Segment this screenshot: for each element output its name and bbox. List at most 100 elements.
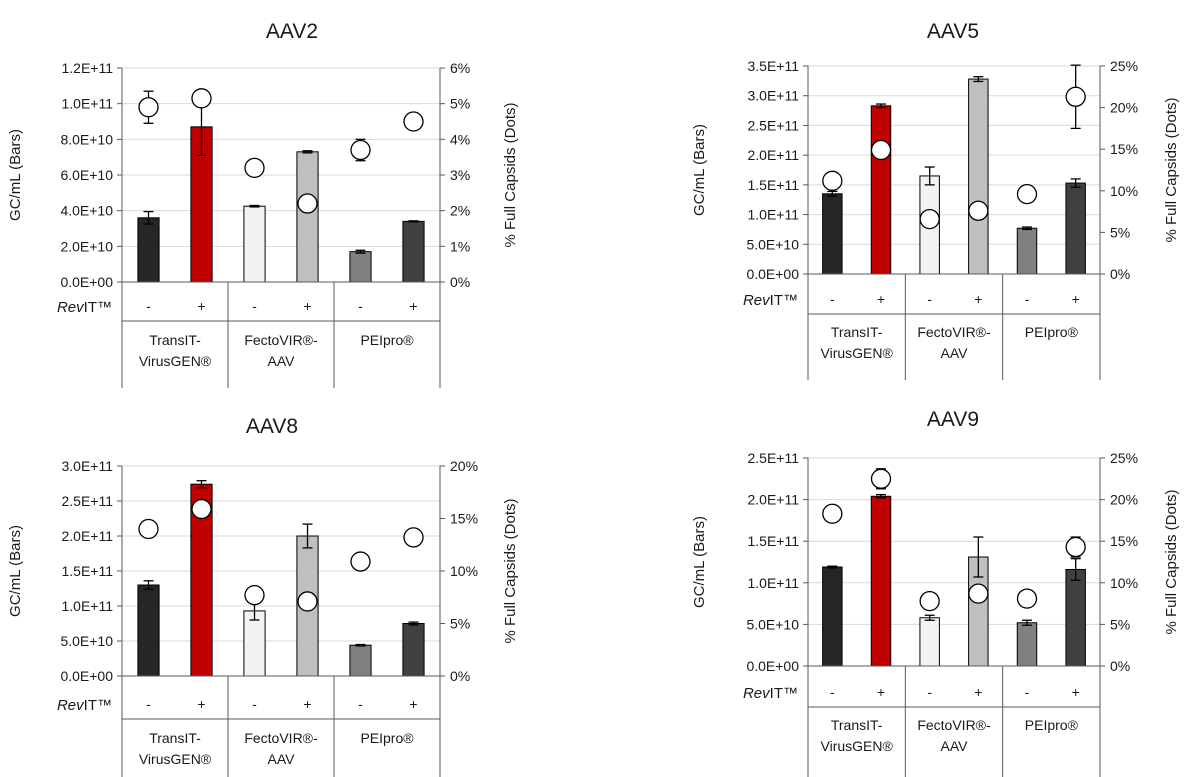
y2-tick-label: 0% <box>1110 266 1130 282</box>
y-tick-label: 1.0E+11 <box>747 207 799 223</box>
y2-tick-label: 2% <box>450 203 470 219</box>
group-label-line: TransIT- <box>149 730 201 746</box>
y-tick-label: 1.0E+11 <box>747 575 799 591</box>
group-label: FectoVIR®- AAV <box>244 332 318 369</box>
y-tick-label: 2.5E+11 <box>747 117 799 133</box>
row-label-revit: RevIT™ <box>57 299 112 316</box>
chart-title: AAV5 <box>927 20 979 43</box>
bar <box>296 151 319 283</box>
row-label-rest: IT™ <box>770 685 798 702</box>
group-label-line: VirusGEN® <box>821 345 894 361</box>
y-tick-label: 6.0E+10 <box>60 167 113 183</box>
y2-axis-label: % Full Capsids (Dots) <box>1163 97 1180 242</box>
group-label: PEIpro® <box>360 332 414 348</box>
full-capsid-dot <box>244 157 265 179</box>
group-label-line: AAV <box>941 345 969 361</box>
category-label: - <box>830 684 835 700</box>
y-tick-label: 0.0E+00 <box>60 274 113 290</box>
category-label: - <box>252 298 257 314</box>
y2-tick-label: 0% <box>1110 658 1130 674</box>
category-label: - <box>146 298 151 314</box>
category-label: + <box>1072 684 1080 700</box>
category-label: + <box>303 696 311 712</box>
group-label-line: VirusGEN® <box>821 738 894 754</box>
row-label-rest: IT™ <box>770 292 798 309</box>
category-label: - <box>358 298 363 314</box>
bar <box>870 495 892 667</box>
category-label: + <box>877 291 885 307</box>
full-capsid-dot <box>191 88 212 109</box>
y-tick-label: 1.2E+11 <box>61 60 113 76</box>
full-capsid-dot <box>919 590 940 612</box>
full-capsid-dot <box>297 591 318 612</box>
y-tick-label: 3.0E+11 <box>61 458 113 474</box>
full-capsid-dot <box>350 551 371 572</box>
category-label: + <box>303 298 311 314</box>
y2-tick-label: 5% <box>1110 616 1130 632</box>
group-label-line: VirusGEN® <box>139 353 212 369</box>
full-capsid-dot <box>968 200 989 221</box>
y2-tick-label: 25% <box>1110 58 1138 74</box>
y2-tick-label: 5% <box>450 616 470 632</box>
category-label: - <box>358 696 363 712</box>
y-tick-label: 1.0E+11 <box>61 598 113 614</box>
y2-tick-label: 20% <box>450 458 478 474</box>
full-capsid-dot <box>403 111 424 132</box>
bar <box>968 78 989 275</box>
full-capsid-dot <box>822 503 843 524</box>
full-capsid-dot <box>350 139 371 161</box>
full-capsid-dot <box>870 468 892 489</box>
bar <box>243 205 266 283</box>
full-capsid-dot <box>403 527 424 548</box>
y-tick-label: 0.0E+00 <box>60 668 113 684</box>
group-label-line: TransIT- <box>149 332 201 348</box>
y-axis-label: GC/mL (Bars) <box>691 124 708 216</box>
y-tick-label: 2.5E+11 <box>747 450 799 466</box>
y-tick-label: 5.0E+10 <box>746 236 799 252</box>
chart-title: AAV8 <box>246 415 298 438</box>
chart-title: AAV2 <box>266 20 318 43</box>
y2-tick-label: 10% <box>1110 575 1138 591</box>
y-tick-label: 2.0E+11 <box>747 492 799 508</box>
category-label: - <box>252 696 257 712</box>
y2-tick-label: 0% <box>450 274 470 290</box>
y-tick-label: 5.0E+10 <box>746 616 799 632</box>
bar <box>402 220 425 283</box>
y2-tick-label: 1% <box>450 238 470 254</box>
group-label-line: FectoVIR®- <box>244 730 318 746</box>
category-label: - <box>1025 291 1030 307</box>
group-label-line: TransIT- <box>831 717 883 733</box>
y-tick-label: 3.0E+11 <box>747 88 799 104</box>
y2-tick-label: 5% <box>450 96 470 112</box>
y-tick-label: 2.0E+11 <box>747 147 799 163</box>
y2-tick-label: 10% <box>450 563 478 579</box>
y2-tick-label: 5% <box>1110 224 1130 240</box>
y-tick-label: 4.0E+10 <box>60 203 113 219</box>
full-capsid-dot <box>822 170 843 191</box>
full-capsid-dot <box>138 518 159 540</box>
bar <box>1016 622 1038 667</box>
y2-tick-label: 4% <box>450 131 470 147</box>
group-label-line: AAV <box>941 738 969 754</box>
y2-tick-label: 10% <box>1110 183 1138 199</box>
bar <box>137 217 160 283</box>
row-label-italic-part: Rev <box>743 685 771 702</box>
y-tick-label: 8.0E+10 <box>60 131 113 147</box>
full-capsid-dot <box>870 139 892 161</box>
full-capsid-dot <box>968 583 989 604</box>
y-tick-label: 1.0E+11 <box>61 96 113 112</box>
group-label: FectoVIR®- AAV <box>917 717 991 754</box>
category-label: - <box>1025 684 1030 700</box>
bar <box>1065 182 1086 275</box>
group-label-line: PEIpro® <box>1025 324 1079 340</box>
full-capsid-dot <box>919 208 940 230</box>
y2-axis-label: % Full Capsids (Dots) <box>1163 489 1180 634</box>
group-label-line: TransIT- <box>831 324 883 340</box>
full-capsid-dot <box>1016 588 1038 609</box>
bar <box>243 610 266 677</box>
y2-tick-label: 15% <box>1110 141 1138 157</box>
y2-tick-label: 15% <box>450 511 478 527</box>
y-tick-label: 2.0E+10 <box>60 238 113 254</box>
group-label: TransIT- VirusGEN® <box>821 324 894 361</box>
group-label-line: FectoVIR®- <box>917 717 991 733</box>
